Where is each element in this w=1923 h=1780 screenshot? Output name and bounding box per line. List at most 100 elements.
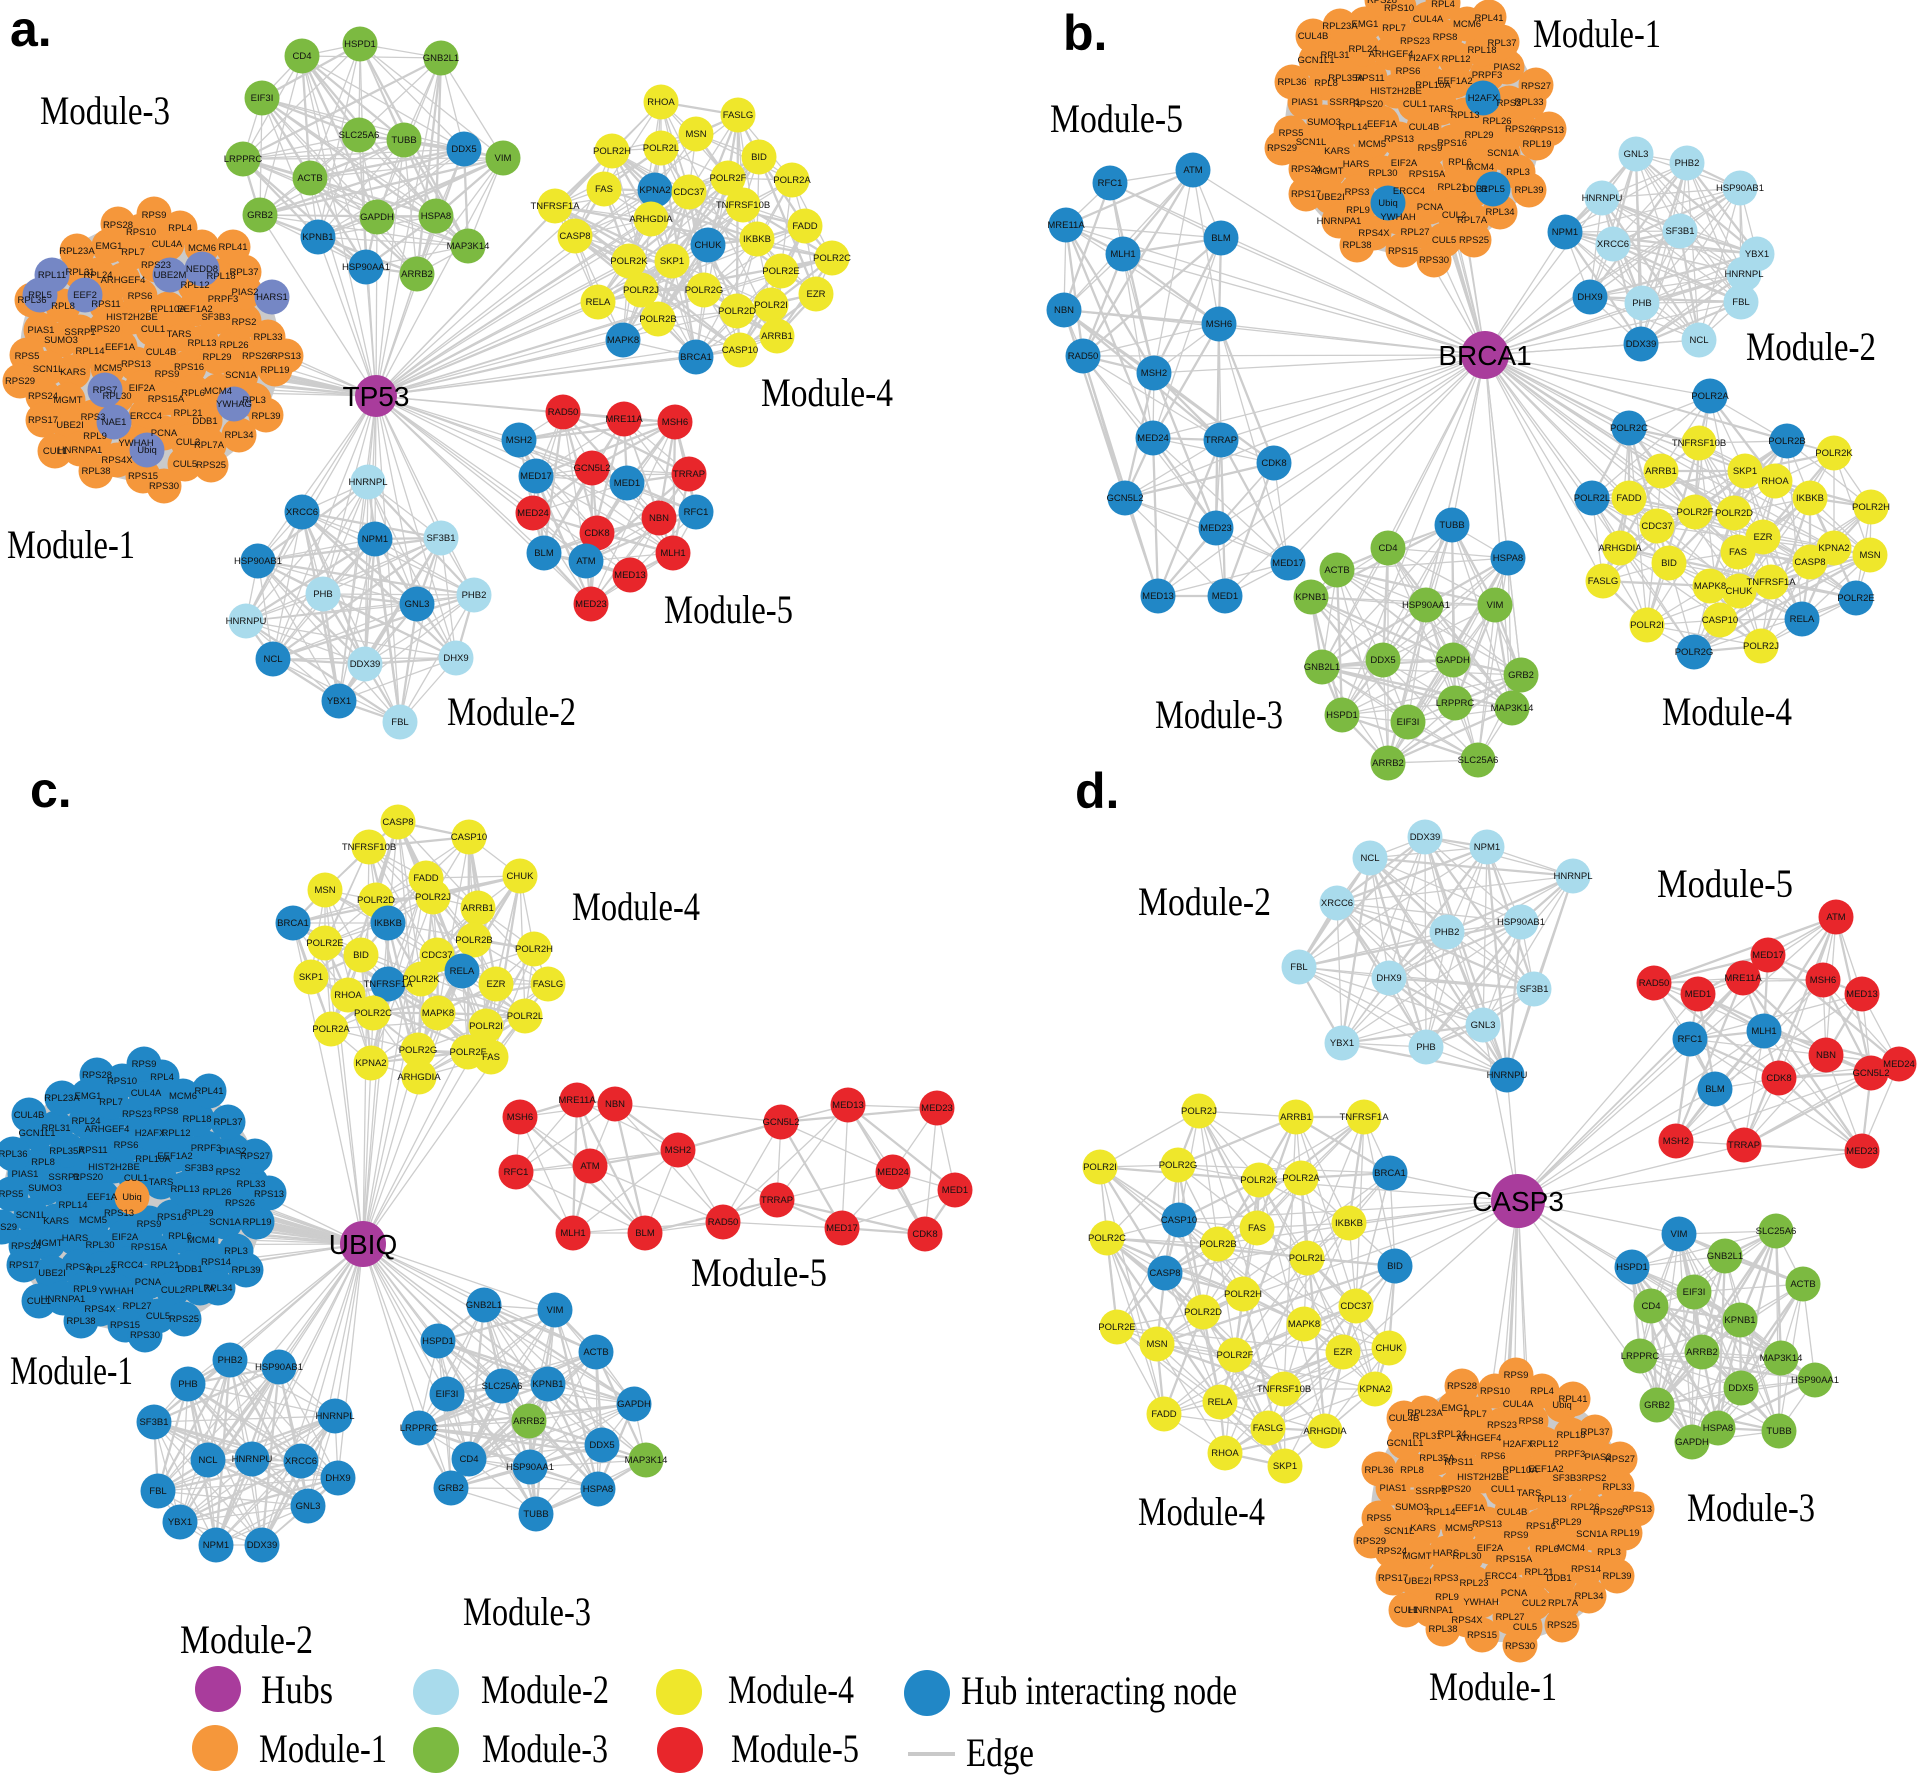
svg-text:HSP90AB1: HSP90AB1 <box>1497 917 1545 928</box>
svg-text:EZR: EZR <box>1334 1347 1353 1358</box>
svg-text:RPL37: RPL37 <box>1487 38 1516 49</box>
svg-text:CDK8: CDK8 <box>584 528 609 539</box>
svg-text:CUL5: CUL5 <box>1513 1622 1537 1633</box>
svg-text:PCNA: PCNA <box>135 1277 162 1288</box>
svg-text:RPL24: RPL24 <box>1348 44 1377 55</box>
svg-text:RPL19: RPL19 <box>1522 139 1551 150</box>
svg-text:ATM: ATM <box>1183 165 1202 176</box>
svg-text:RPS15A: RPS15A <box>148 394 185 405</box>
svg-text:NPM1: NPM1 <box>1474 842 1500 853</box>
svg-text:GNL3: GNL3 <box>1471 1020 1496 1031</box>
svg-text:HNRNPU: HNRNPU <box>226 616 267 627</box>
svg-text:RPL41: RPL41 <box>1558 1394 1587 1405</box>
svg-text:PIAS2: PIAS2 <box>232 287 259 298</box>
svg-text:EIF2A: EIF2A <box>1477 1543 1504 1554</box>
svg-text:TNFRSF10B: TNFRSF10B <box>1672 438 1726 449</box>
svg-text:GRB2: GRB2 <box>438 1483 464 1494</box>
svg-text:Module-1: Module-1 <box>10 1348 133 1393</box>
svg-text:RPL30: RPL30 <box>1368 168 1397 179</box>
svg-text:MED1: MED1 <box>1212 591 1238 602</box>
svg-text:DDB1: DDB1 <box>177 1264 202 1275</box>
svg-text:RHOA: RHOA <box>1761 476 1789 487</box>
svg-text:GCN1L1: GCN1L1 <box>1387 1438 1424 1449</box>
svg-text:MED13: MED13 <box>1142 591 1174 602</box>
svg-text:HSPA8: HSPA8 <box>421 211 451 222</box>
svg-text:RPS28: RPS28 <box>1367 0 1397 6</box>
svg-text:CASP3: CASP3 <box>1472 1186 1564 1217</box>
svg-text:RPS10: RPS10 <box>126 227 156 238</box>
svg-text:HSPA8: HSPA8 <box>1703 1423 1733 1434</box>
svg-text:MGMT: MGMT <box>33 1238 62 1249</box>
svg-text:ARHGDIA: ARHGDIA <box>1598 543 1642 554</box>
svg-text:RPS9: RPS9 <box>1504 1530 1529 1541</box>
svg-text:RELA: RELA <box>1790 614 1815 625</box>
svg-text:EZR: EZR <box>1754 532 1773 543</box>
svg-text:GNL3: GNL3 <box>1624 149 1649 160</box>
svg-text:RPL27: RPL27 <box>1400 227 1429 238</box>
svg-text:RELA: RELA <box>450 966 475 977</box>
svg-text:RPL23: RPL23 <box>1459 1578 1488 1589</box>
svg-text:MSH6: MSH6 <box>1206 319 1232 330</box>
svg-text:FBL: FBL <box>391 717 408 728</box>
svg-text:PHB2: PHB2 <box>1675 158 1700 169</box>
svg-text:GRB2: GRB2 <box>247 210 273 221</box>
svg-text:CUL4A: CUL4A <box>152 239 183 250</box>
svg-text:SKP1: SKP1 <box>1733 466 1757 477</box>
svg-text:RPS26: RPS26 <box>1505 124 1535 135</box>
svg-text:RPS4X: RPS4X <box>84 1304 116 1315</box>
svg-text:CDK8: CDK8 <box>1261 458 1286 469</box>
svg-text:POLR2B: POLR2B <box>639 314 677 325</box>
svg-text:POLR2B: POLR2B <box>1768 436 1806 447</box>
svg-text:PIAS1: PIAS1 <box>28 325 55 336</box>
svg-text:POLR2E: POLR2E <box>762 266 800 277</box>
svg-text:RPS9: RPS9 <box>155 369 180 380</box>
svg-text:SCN1L: SCN1L <box>1296 137 1327 148</box>
svg-text:CHUK: CHUK <box>1726 586 1754 597</box>
svg-text:RPS29: RPS29 <box>0 1222 17 1233</box>
svg-text:RPS13: RPS13 <box>1472 1519 1502 1530</box>
svg-text:RPS26: RPS26 <box>1593 1507 1623 1518</box>
svg-text:HSP90AA1: HSP90AA1 <box>1791 1375 1839 1386</box>
svg-text:PHB: PHB <box>1632 298 1652 309</box>
svg-text:IKBKB: IKBKB <box>1796 493 1824 504</box>
svg-text:RPL3: RPL3 <box>242 395 266 406</box>
svg-text:POLR2K: POLR2K <box>402 974 440 985</box>
svg-text:ARHGEF4: ARHGEF4 <box>1457 1433 1502 1444</box>
svg-text:MCM5: MCM5 <box>1445 1523 1473 1534</box>
svg-text:MRE11A: MRE11A <box>1724 973 1762 984</box>
svg-text:MLH1: MLH1 <box>660 548 685 559</box>
svg-text:RPS3: RPS3 <box>66 1262 91 1273</box>
svg-text:GAPDH: GAPDH <box>617 1399 651 1410</box>
svg-text:GNB2L1: GNB2L1 <box>423 53 459 64</box>
svg-text:RFC1: RFC1 <box>1678 1034 1703 1045</box>
svg-text:PRPF3: PRPF3 <box>208 294 239 305</box>
svg-text:ARRB1: ARRB1 <box>1645 466 1677 477</box>
svg-text:RPS26: RPS26 <box>225 1198 255 1209</box>
svg-text:Module-4: Module-4 <box>728 1667 854 1712</box>
svg-text:EEF1A2: EEF1A2 <box>1528 1464 1563 1475</box>
svg-text:TRRAP: TRRAP <box>1728 1140 1760 1151</box>
svg-text:GCN5L2: GCN5L2 <box>574 463 611 474</box>
svg-text:SF3B3: SF3B3 <box>201 312 230 323</box>
svg-text:Module-1: Module-1 <box>1533 11 1661 56</box>
svg-text:RPL4: RPL4 <box>1431 0 1455 10</box>
svg-text:TNFRSF1A: TNFRSF1A <box>1746 577 1796 588</box>
svg-text:NCL: NCL <box>1689 335 1708 346</box>
svg-text:EIF2A: EIF2A <box>112 1232 139 1243</box>
svg-text:RPS4X: RPS4X <box>101 455 133 466</box>
svg-text:MSN: MSN <box>685 129 706 140</box>
svg-text:FADD: FADD <box>792 221 817 232</box>
svg-text:ARRB2: ARRB2 <box>401 269 433 280</box>
svg-text:POLR2D: POLR2D <box>357 895 395 906</box>
svg-text:RPS30: RPS30 <box>130 1330 160 1341</box>
svg-text:CD4: CD4 <box>292 51 311 62</box>
svg-text:FAS: FAS <box>482 1052 500 1063</box>
svg-text:PRPF3: PRPF3 <box>1555 1449 1586 1460</box>
svg-text:MSN: MSN <box>314 885 335 896</box>
svg-text:RFC1: RFC1 <box>1098 178 1123 189</box>
svg-text:CUL2: CUL2 <box>1442 210 1466 221</box>
svg-text:YBX1: YBX1 <box>1330 1038 1354 1049</box>
svg-text:HIST2H2BE: HIST2H2BE <box>88 1162 140 1173</box>
svg-text:RPS6: RPS6 <box>114 1140 139 1151</box>
svg-text:BLM: BLM <box>534 548 554 559</box>
